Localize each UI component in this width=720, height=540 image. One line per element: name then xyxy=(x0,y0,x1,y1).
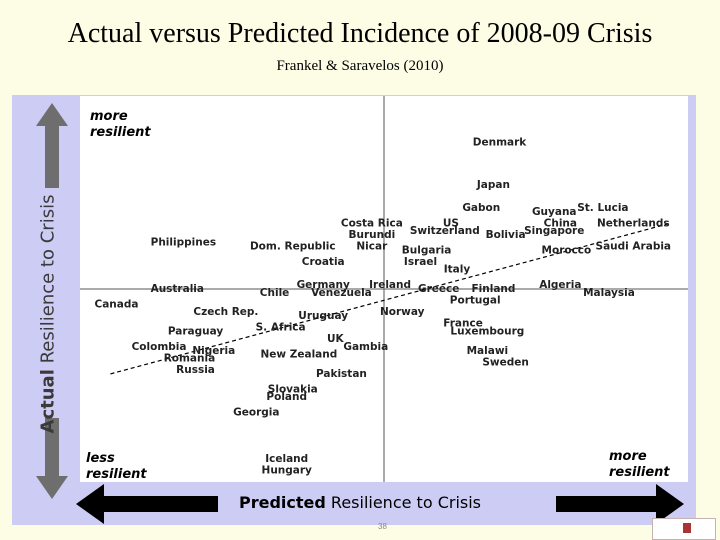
data-point-label: Slovakia xyxy=(268,383,318,395)
data-point-label: Pakistan xyxy=(316,368,367,380)
y-arrow-up-icon xyxy=(36,103,68,188)
data-point-label: Singapore xyxy=(524,225,584,237)
corner-top-left-line1: more xyxy=(90,109,128,124)
data-point-label: Georgia xyxy=(233,407,279,419)
data-point-label: Gambia xyxy=(343,341,388,353)
corner-top-left-line2: resilient xyxy=(90,125,151,140)
x-arrow-right-icon xyxy=(556,484,684,524)
data-point-label: Italy xyxy=(444,264,471,276)
corner-bottom-left-line1: less xyxy=(86,451,115,466)
data-point-label: Burundi xyxy=(348,229,395,241)
data-point-label: Dom. Republic xyxy=(250,241,336,253)
corner-bottom-right-line2: resilient xyxy=(609,465,670,480)
data-point-label: Iceland xyxy=(265,453,308,465)
data-point-label: US xyxy=(443,217,459,229)
data-point-label: Finland xyxy=(471,283,515,295)
data-point-label: Chile xyxy=(260,287,290,299)
corner-bottom-left: less resilient xyxy=(86,451,147,483)
data-point-label: China xyxy=(544,217,577,229)
data-point-label: Sweden xyxy=(482,356,529,368)
data-point-label: Ireland xyxy=(369,279,411,291)
data-point-label: Gabon xyxy=(462,202,500,214)
data-point-label: Norway xyxy=(380,306,425,318)
data-point-label: France xyxy=(443,318,483,330)
page-number: 38 xyxy=(378,522,387,531)
y-axis-label-bold: Actual xyxy=(37,369,59,434)
y-axis-label-rest: Resilience to Crisis xyxy=(37,194,59,370)
data-point-label: Germany xyxy=(297,279,350,291)
data-point-label: Croatia xyxy=(302,256,345,268)
data-point-label: Uruguay xyxy=(298,310,348,322)
corner-bottom-right: more resilient xyxy=(609,449,670,481)
data-point-label: Portugal xyxy=(450,295,501,307)
data-point-label: Japan xyxy=(476,179,510,191)
data-point-label: Venezuela xyxy=(311,287,372,299)
data-point-label: Saudi Arabia xyxy=(596,241,671,253)
data-point-label: Malaysia xyxy=(583,287,635,299)
data-point-label: S. Africa xyxy=(256,322,306,334)
data-point-label: Romania xyxy=(164,352,216,364)
logo-mark xyxy=(683,523,691,533)
data-point-label: Nicar xyxy=(356,241,388,253)
data-point-label: UK xyxy=(327,333,345,345)
corner-bottom-right-line1: more xyxy=(609,449,647,464)
data-point-label: Switzerland xyxy=(410,225,480,237)
data-point-label: Bolivia xyxy=(486,229,526,241)
data-point-label: Colombia xyxy=(132,341,187,353)
corner-bottom-left-line2: resilient xyxy=(86,467,147,482)
data-point-label: Morocco xyxy=(542,244,592,256)
data-point-label: Nigeria xyxy=(192,345,235,357)
data-point-label: Guyana xyxy=(532,206,577,218)
data-point-label: New Zealand xyxy=(260,349,337,361)
data-point-label: Paraguay xyxy=(168,325,224,337)
data-point-label: Hungary xyxy=(262,464,313,476)
x-axis-label: Predicted Resilience to Crisis xyxy=(0,493,720,512)
y-arrow-down-icon xyxy=(36,418,68,499)
data-point-label: Luxembourg xyxy=(450,325,524,337)
data-point-label: Poland xyxy=(266,391,307,403)
slide-title: Actual versus Predicted Incidence of 200… xyxy=(67,18,653,49)
x-axis-label-bold: Predicted xyxy=(238,493,326,512)
data-point-label: St. Lucia xyxy=(577,202,628,214)
institution-logo xyxy=(652,518,716,540)
trend-line xyxy=(110,222,670,375)
data-point-label: Algeria xyxy=(539,279,581,291)
data-point-label: Denmark xyxy=(473,136,528,148)
x-arrow-left-icon xyxy=(76,484,218,524)
data-point-label: Australia xyxy=(151,283,204,295)
data-point-label: Malawi xyxy=(467,345,509,357)
data-point-label: Israel xyxy=(404,256,437,268)
x-axis-label-rest: Resilience to Crisis xyxy=(325,493,481,512)
corner-top-left: more resilient xyxy=(90,109,151,141)
data-point-label: Bulgaria xyxy=(402,244,452,256)
data-point-label: Canada xyxy=(94,298,138,310)
data-point-label: Philippines xyxy=(151,237,216,249)
data-point-label: Czech Rep. xyxy=(193,306,258,318)
data-point-label: Greece xyxy=(418,283,459,295)
data-point-label: Netherlands xyxy=(597,217,670,229)
slide-subtitle: Frankel & Saravelos (2010) xyxy=(276,58,444,74)
data-point-label: Costa Rica xyxy=(341,217,403,229)
data-point-label: Russia xyxy=(176,364,215,376)
